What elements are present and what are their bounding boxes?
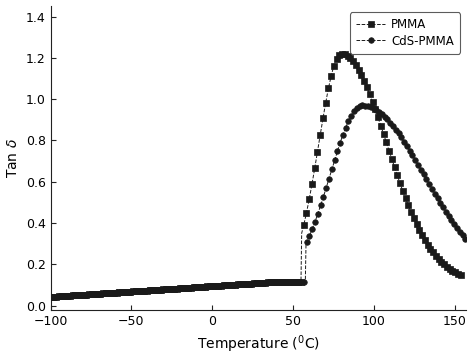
PMMA (339, 52, 345, 56)
CdS-PMMA (293, 280, 299, 284)
PMMA (234, 282, 240, 287)
CdS-PMMA (237, 282, 242, 287)
Legend: PMMA, CdS-PMMA: PMMA, CdS-PMMA (350, 12, 460, 53)
Line: CdS-PMMA: CdS-PMMA (48, 103, 470, 300)
PMMA (460, 273, 465, 278)
PMMA (154, 288, 159, 292)
CdS-PMMA (121, 290, 127, 294)
Line: PMMA: PMMA (48, 51, 465, 300)
CdS-PMMA (359, 103, 365, 108)
CdS-PMMA (48, 295, 54, 299)
CdS-PMMA (155, 288, 161, 292)
PMMA (291, 280, 296, 284)
PMMA (323, 100, 328, 105)
CdS-PMMA (326, 177, 332, 181)
Y-axis label: Tan $\delta$: Tan $\delta$ (6, 138, 20, 178)
X-axis label: Temperature ($^0$C): Temperature ($^0$C) (197, 333, 320, 355)
CdS-PMMA (465, 239, 470, 243)
PMMA (48, 295, 54, 299)
PMMA (121, 290, 127, 294)
CdS-PMMA (362, 103, 368, 108)
PMMA (359, 73, 365, 77)
